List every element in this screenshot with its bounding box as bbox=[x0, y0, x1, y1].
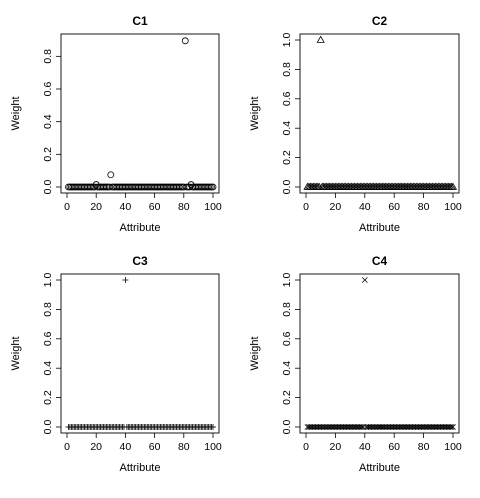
y-tick-label: 1.0 bbox=[281, 273, 293, 288]
x-tick-label: 100 bbox=[204, 201, 222, 213]
y-tick-label: 0.8 bbox=[42, 49, 54, 64]
y-tick-label: 0.6 bbox=[42, 82, 54, 97]
data-point bbox=[122, 277, 129, 283]
x-axis-label: Attribute bbox=[120, 462, 161, 474]
data-point bbox=[209, 183, 217, 191]
x-tick-label: 80 bbox=[178, 441, 190, 453]
panel-c2: C2 0 20 40 60 80 100 0.0 0.2 0.4 0.6 0.8 1.0 Attribut… bbox=[249, 14, 462, 234]
y-tick-label: 0.0 bbox=[281, 180, 293, 195]
data-point bbox=[316, 35, 325, 43]
x-tick-label: 20 bbox=[90, 441, 102, 453]
y-tick-label: 0.6 bbox=[42, 331, 54, 346]
x-tick-label: 80 bbox=[418, 201, 430, 213]
x-axis-label: Attribute bbox=[120, 222, 161, 234]
y-axis-label: Weight bbox=[249, 96, 261, 130]
panel-c4: C4 0 20 40 60 80 100 0.0 0.2 0.4 0.6 0.8 1.0 Attribut… bbox=[249, 254, 462, 474]
x-tick-label: 0 bbox=[303, 201, 309, 213]
y-tick-label: 0.2 bbox=[42, 147, 54, 162]
chart-title: C3 bbox=[132, 254, 148, 268]
y-tick-label: 0.0 bbox=[42, 420, 54, 435]
x-tick-label: 20 bbox=[330, 441, 342, 453]
plot-frame bbox=[299, 33, 460, 194]
x-tick-label: 100 bbox=[204, 441, 222, 453]
y-tick-label: 0.6 bbox=[281, 331, 293, 346]
y-tick-label: 0.8 bbox=[281, 302, 293, 317]
data-point bbox=[181, 37, 189, 45]
y-tick-label: 0.4 bbox=[42, 361, 54, 376]
x-axis-label: Attribute bbox=[359, 222, 400, 234]
x-axis-label: Attribute bbox=[359, 462, 400, 474]
data-point bbox=[358, 424, 365, 430]
y-tick-label: 0.4 bbox=[281, 361, 293, 376]
x-tick-label: 0 bbox=[64, 441, 70, 453]
y-tick-label: 0.6 bbox=[281, 91, 293, 106]
x-tick-label: 40 bbox=[120, 441, 132, 453]
y-tick-label: 1.0 bbox=[281, 33, 293, 48]
x-tick-label: 100 bbox=[444, 441, 462, 453]
data-point bbox=[448, 424, 455, 430]
y-tick-label: 1.0 bbox=[42, 273, 54, 288]
y-axis-label: Weight bbox=[10, 96, 22, 130]
y-tick-label: 0.4 bbox=[281, 121, 293, 136]
data-point bbox=[450, 424, 456, 430]
plot-frame bbox=[299, 273, 460, 434]
y-tick-label: 0.4 bbox=[42, 114, 54, 129]
y-tick-label: 0.0 bbox=[281, 420, 293, 435]
y-tick-label: 0.2 bbox=[42, 390, 54, 405]
data-point bbox=[107, 171, 115, 179]
panel-c3: C3 0 20 40 60 80 100 0.0 0.2 0.4 0.6 0.8 1.0 Attribut… bbox=[10, 254, 222, 474]
chart-title: C4 bbox=[372, 254, 388, 268]
x-tick-label: 40 bbox=[359, 441, 371, 453]
x-tick-label: 60 bbox=[149, 201, 161, 213]
x-tick-label: 40 bbox=[359, 201, 371, 213]
x-tick-label: 0 bbox=[303, 441, 309, 453]
data-point bbox=[361, 277, 368, 283]
y-tick-label: 0.0 bbox=[42, 180, 54, 195]
x-tick-label: 100 bbox=[444, 201, 462, 213]
chart-title: C2 bbox=[372, 14, 388, 28]
x-tick-label: 0 bbox=[64, 201, 70, 213]
x-tick-label: 40 bbox=[120, 201, 132, 213]
y-tick-label: 0.2 bbox=[281, 150, 293, 165]
y-tick-label: 0.2 bbox=[281, 390, 293, 405]
x-tick-label: 80 bbox=[178, 201, 190, 213]
y-tick-label: 0.8 bbox=[281, 62, 293, 77]
y-axis-label: Weight bbox=[249, 336, 261, 370]
x-tick-label: 60 bbox=[388, 441, 400, 453]
x-tick-label: 60 bbox=[388, 201, 400, 213]
x-tick-label: 60 bbox=[149, 441, 161, 453]
x-tick-label: 80 bbox=[418, 441, 430, 453]
panel-c1: C1 0 20 40 60 80 100 0.0 0.2 0.4 0.6 0.8 Attribute We… bbox=[10, 14, 222, 234]
x-tick-label: 20 bbox=[330, 201, 342, 213]
data-point bbox=[210, 424, 216, 430]
x-tick-label: 20 bbox=[90, 201, 102, 213]
y-tick-label: 0.8 bbox=[42, 302, 54, 317]
y-axis-label: Weight bbox=[10, 336, 22, 370]
data-point bbox=[448, 182, 458, 190]
plot-frame bbox=[60, 33, 220, 194]
plot-frame bbox=[60, 273, 220, 434]
chart-title: C1 bbox=[132, 14, 148, 28]
